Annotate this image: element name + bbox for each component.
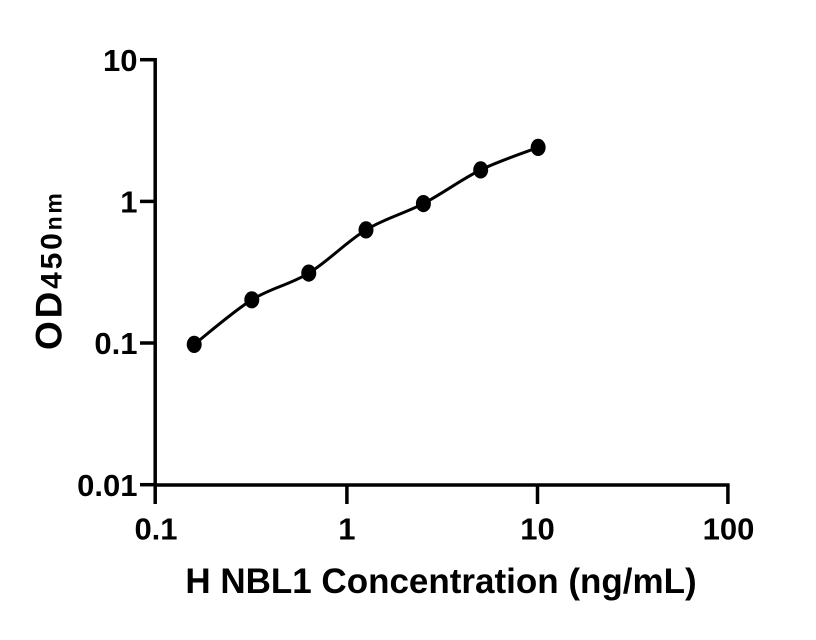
- svg-text:0.01: 0.01: [77, 468, 137, 503]
- svg-text:100: 100: [703, 512, 755, 547]
- svg-text:10: 10: [103, 43, 137, 78]
- svg-text:1: 1: [338, 512, 355, 547]
- svg-text:H NBL1 Concentration (ng/mL): H NBL1 Concentration (ng/mL): [185, 562, 696, 601]
- svg-text:0.1: 0.1: [94, 326, 137, 361]
- svg-text:0.1: 0.1: [134, 512, 177, 547]
- svg-text:1: 1: [120, 185, 137, 220]
- svg-text:10: 10: [520, 512, 554, 547]
